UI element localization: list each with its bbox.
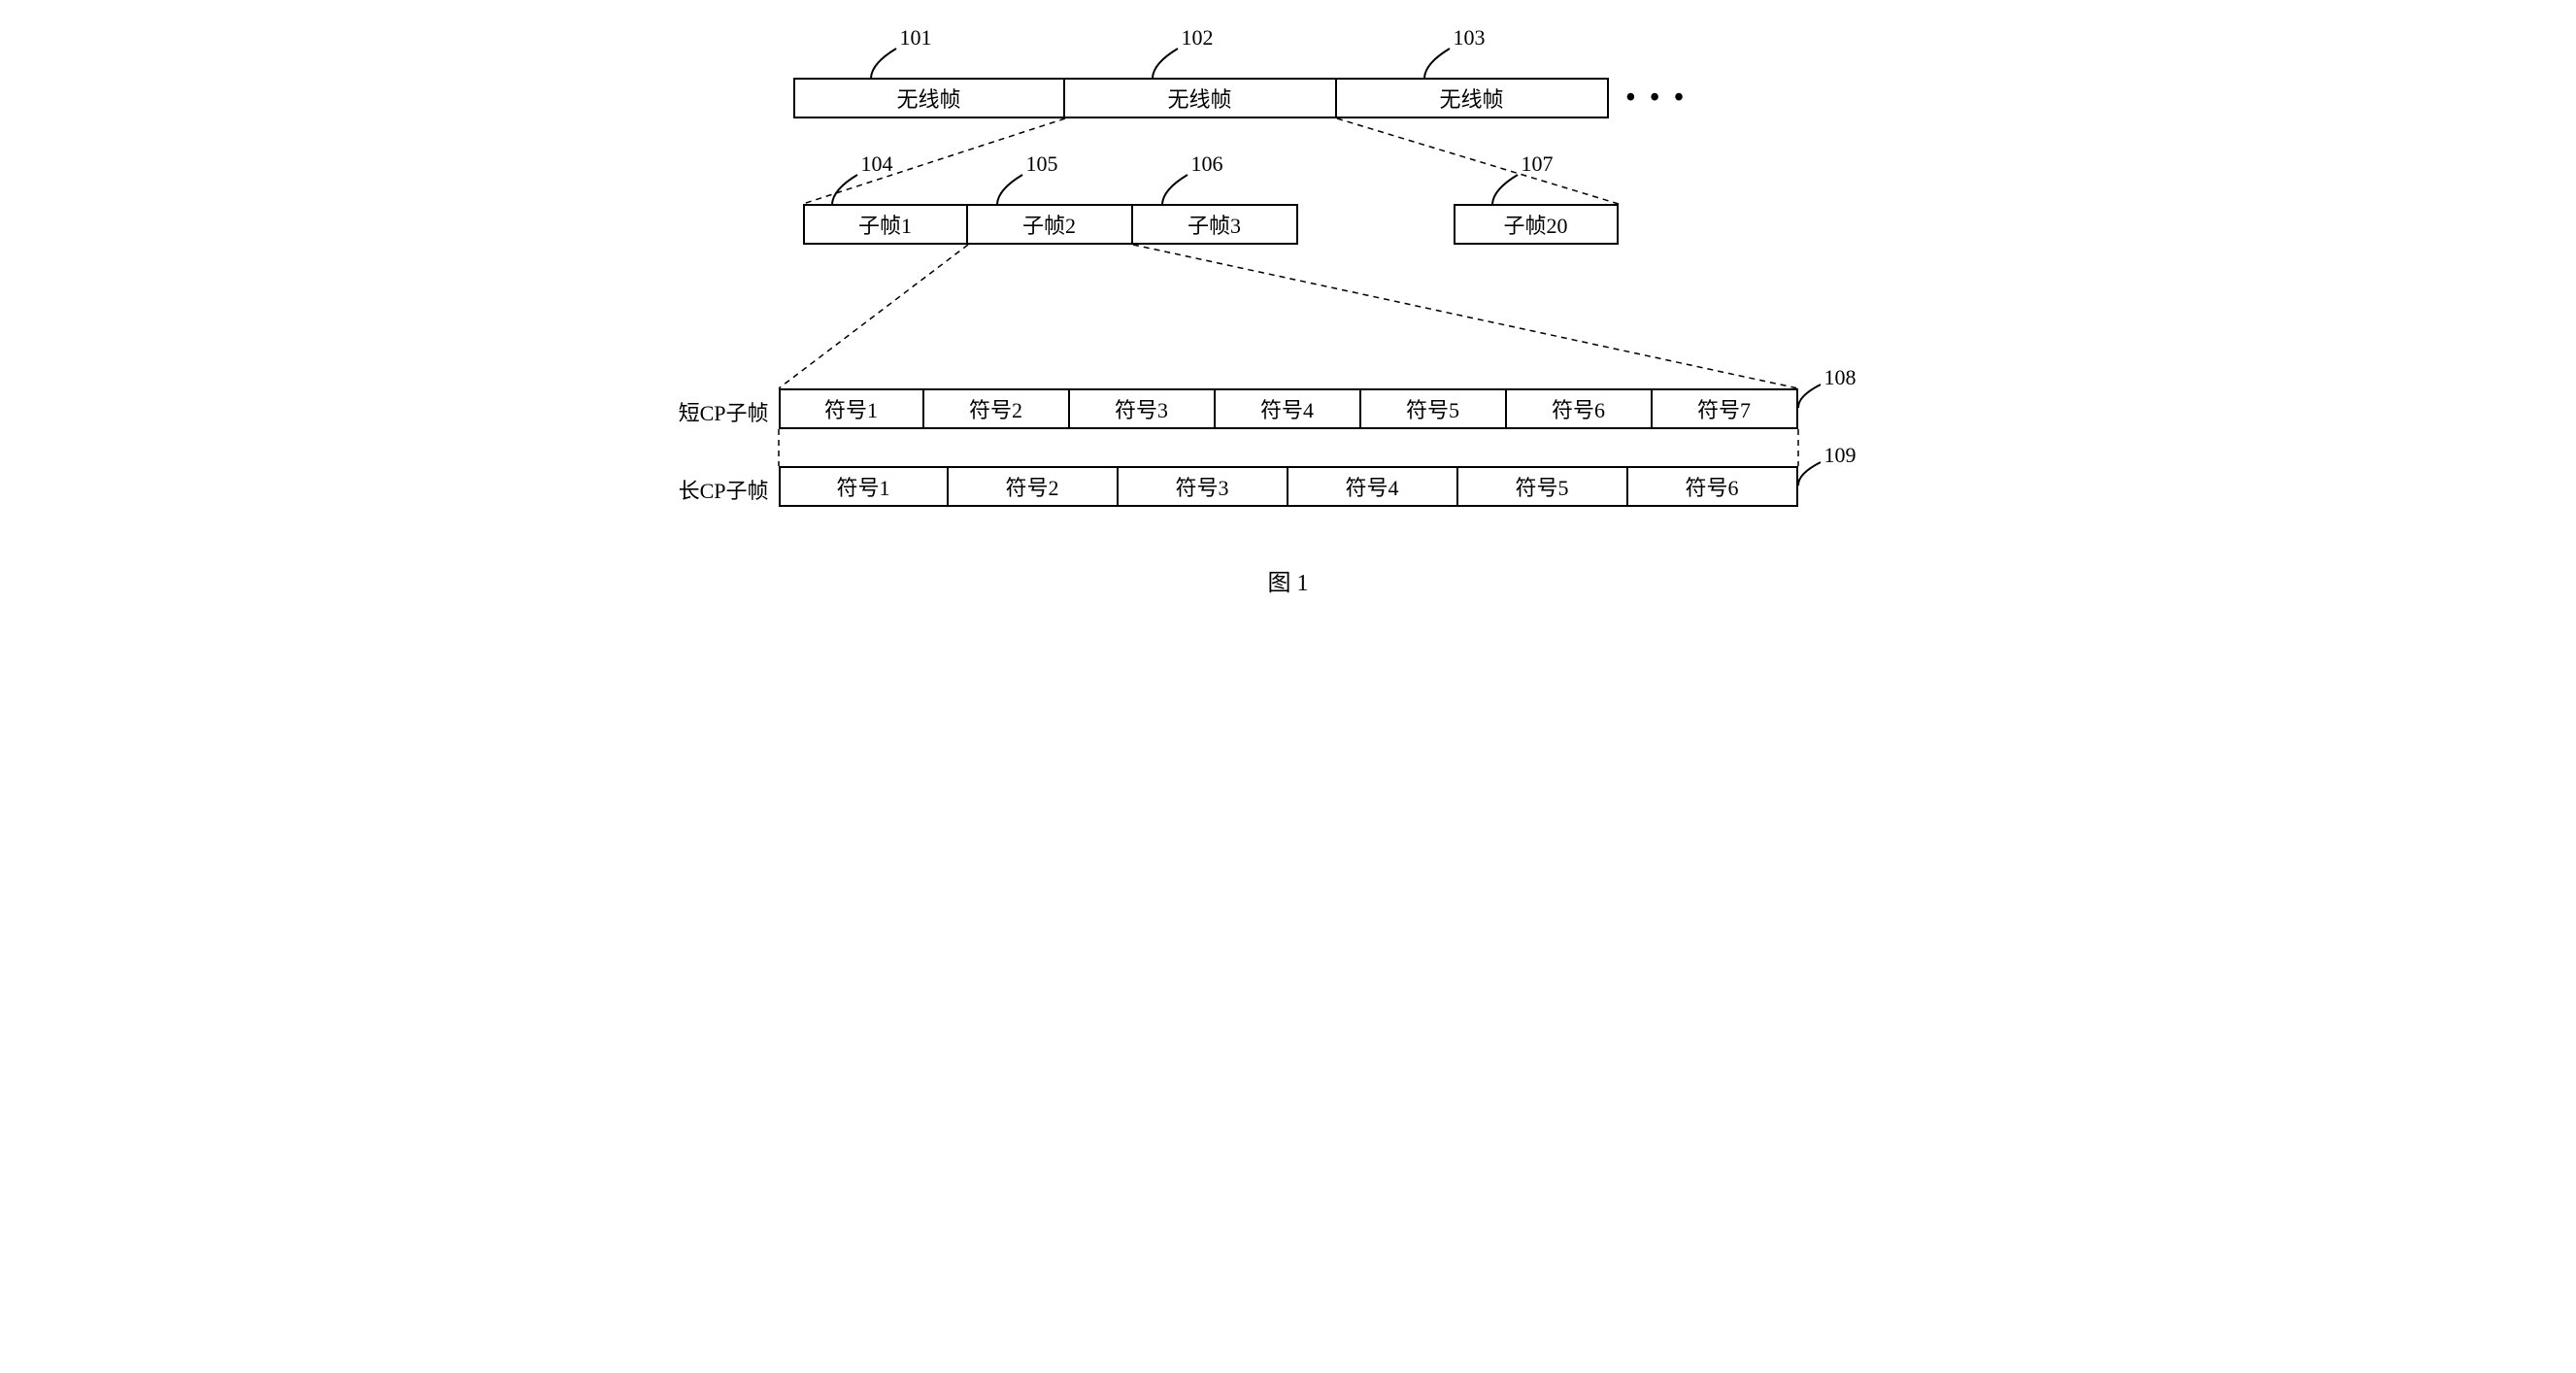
callout-108: 108	[1824, 365, 1857, 390]
long-cp-symbol-4: 符号4	[1288, 466, 1458, 507]
level2-gap-cell: 子帧20	[1454, 204, 1619, 245]
figure-caption: 图 1	[1268, 563, 1309, 597]
short-cp-symbol-7: 符号7	[1653, 388, 1798, 429]
subframe-2: 子帧2	[968, 204, 1133, 245]
callout-101: 101	[900, 25, 932, 50]
long-cp-symbol-2: 符号2	[949, 466, 1119, 507]
callout-103: 103	[1454, 25, 1486, 50]
short-cp-label: 短CP子帧	[652, 396, 769, 427]
short-cp-symbol-3: 符号3	[1070, 388, 1216, 429]
level1-row: 无线帧 无线帧 无线帧 • • •	[793, 78, 1688, 118]
long-cp-label: 长CP子帧	[652, 474, 769, 505]
short-cp-symbol-1: 符号1	[779, 388, 924, 429]
long-cp-row: 符号1 符号2 符号3 符号4 符号5 符号6	[779, 466, 1798, 507]
subframe-20: 子帧20	[1454, 204, 1619, 245]
callout-106: 106	[1191, 151, 1223, 177]
level2-row: 子帧1 子帧2 子帧3	[803, 204, 1298, 245]
short-cp-symbol-6: 符号6	[1507, 388, 1653, 429]
callout-109: 109	[1824, 443, 1857, 468]
short-cp-symbol-2: 符号2	[924, 388, 1070, 429]
level1-ellipsis: • • •	[1626, 83, 1688, 114]
radio-frame-3: 无线帧	[1337, 78, 1609, 118]
callout-105: 105	[1026, 151, 1058, 177]
long-cp-symbol-1: 符号1	[779, 466, 949, 507]
long-cp-symbol-6: 符号6	[1628, 466, 1798, 507]
callout-102: 102	[1182, 25, 1214, 50]
long-cp-symbol-3: 符号3	[1119, 466, 1288, 507]
radio-frame-1: 无线帧	[793, 78, 1065, 118]
short-cp-symbol-5: 符号5	[1361, 388, 1507, 429]
short-cp-row: 符号1 符号2 符号3 符号4 符号5 符号6 符号7	[779, 388, 1798, 429]
subframe-1: 子帧1	[803, 204, 968, 245]
short-cp-symbol-4: 符号4	[1216, 388, 1361, 429]
frame-structure-diagram: 无线帧 无线帧 无线帧 • • • 101 102 103 子帧1 子帧2 子帧…	[609, 19, 1968, 621]
radio-frame-2: 无线帧	[1065, 78, 1337, 118]
callout-104: 104	[861, 151, 893, 177]
callout-107: 107	[1522, 151, 1554, 177]
subframe-3: 子帧3	[1133, 204, 1298, 245]
long-cp-symbol-5: 符号5	[1458, 466, 1628, 507]
